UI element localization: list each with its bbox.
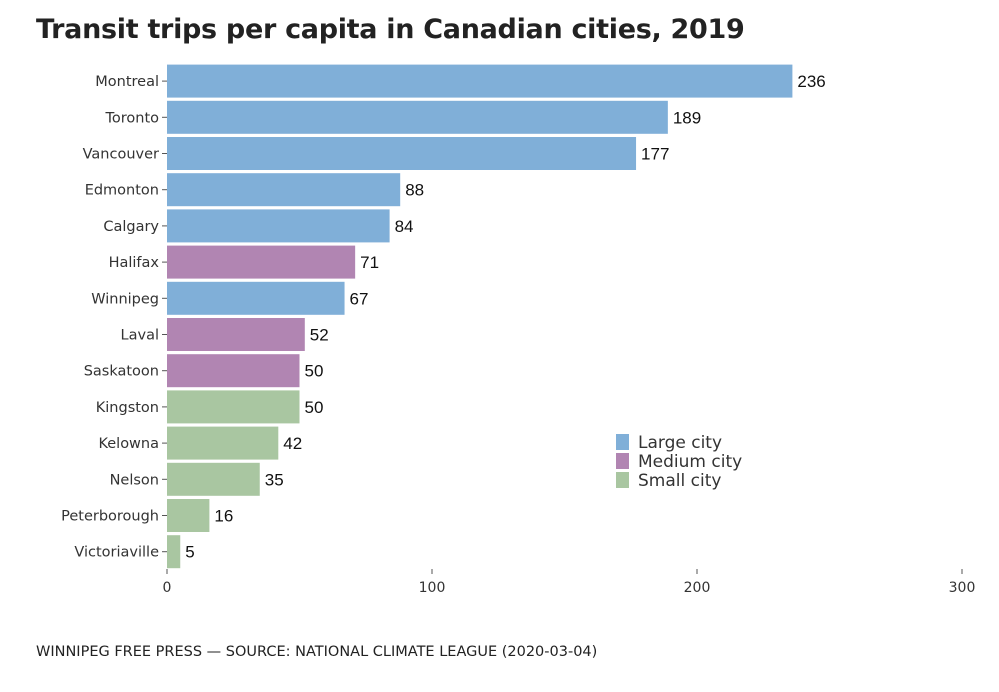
- category-label: Saskatoon: [84, 364, 159, 380]
- value-label: 67: [350, 289, 369, 308]
- value-label: 236: [797, 72, 825, 91]
- legend-label: Medium city: [638, 452, 742, 472]
- category-label: Toronto: [104, 110, 159, 126]
- category-label: Peterborough: [61, 509, 159, 525]
- x-tick-label: 300: [949, 580, 976, 596]
- legend-swatch: [616, 472, 629, 488]
- value-label: 16: [214, 507, 233, 526]
- chart-title: Transit trips per capita in Canadian cit…: [36, 14, 745, 45]
- category-label: Halifax: [109, 255, 160, 271]
- category-label: Edmonton: [85, 183, 159, 199]
- x-tick-label: 100: [419, 580, 446, 596]
- bar-laval: [167, 318, 305, 351]
- bar-montreal: [167, 64, 793, 98]
- x-tick-label: 200: [684, 580, 711, 596]
- category-label: Winnipeg: [91, 291, 159, 307]
- bar-saskatoon: [167, 354, 300, 388]
- value-label: 35: [265, 470, 284, 489]
- category-label: Laval: [121, 328, 159, 344]
- value-label: 84: [395, 217, 414, 236]
- x-axis: 0 100 200 300: [163, 569, 976, 596]
- value-label: 5: [185, 543, 194, 562]
- legend-label: Small city: [638, 471, 721, 491]
- bar-victoriaville: [167, 535, 181, 569]
- value-label: 42: [283, 434, 302, 453]
- legend-label: Large city: [638, 433, 722, 453]
- category-label: Victoriaville: [74, 545, 159, 561]
- legend-swatch: [616, 434, 629, 450]
- value-label: 52: [310, 326, 329, 345]
- value-label: 177: [641, 145, 669, 164]
- legend-swatch: [616, 453, 629, 469]
- source-footer: WINNIPEG FREE PRESS — SOURCE: NATIONAL C…: [36, 644, 598, 660]
- x-tick-label: 0: [163, 580, 172, 596]
- bar-kingston: [167, 390, 300, 424]
- value-label: 50: [305, 398, 324, 417]
- bar-kelowna: [167, 426, 279, 460]
- bar-calgary: [167, 209, 390, 243]
- category-label: Calgary: [103, 219, 159, 235]
- bar-halifax: [167, 245, 356, 279]
- bar-nelson: [167, 462, 260, 496]
- bar-winnipeg: [167, 281, 345, 315]
- category-label: Kelowna: [98, 436, 159, 452]
- bar-peterborough: [167, 499, 210, 532]
- bar-toronto: [167, 100, 668, 134]
- value-label: 189: [673, 108, 701, 127]
- y-axis: Montreal Toronto Vancouver Edmonton Calgary H…: [61, 74, 167, 561]
- category-label: Nelson: [110, 472, 159, 488]
- value-label: 71: [360, 253, 379, 272]
- category-label: Montreal: [95, 74, 159, 90]
- bar-edmonton: [167, 173, 401, 207]
- value-label: 50: [305, 362, 324, 381]
- value-label: 88: [405, 181, 424, 200]
- bar-vancouver: [167, 137, 637, 170]
- category-label: Vancouver: [83, 147, 159, 163]
- category-label: Kingston: [96, 400, 159, 416]
